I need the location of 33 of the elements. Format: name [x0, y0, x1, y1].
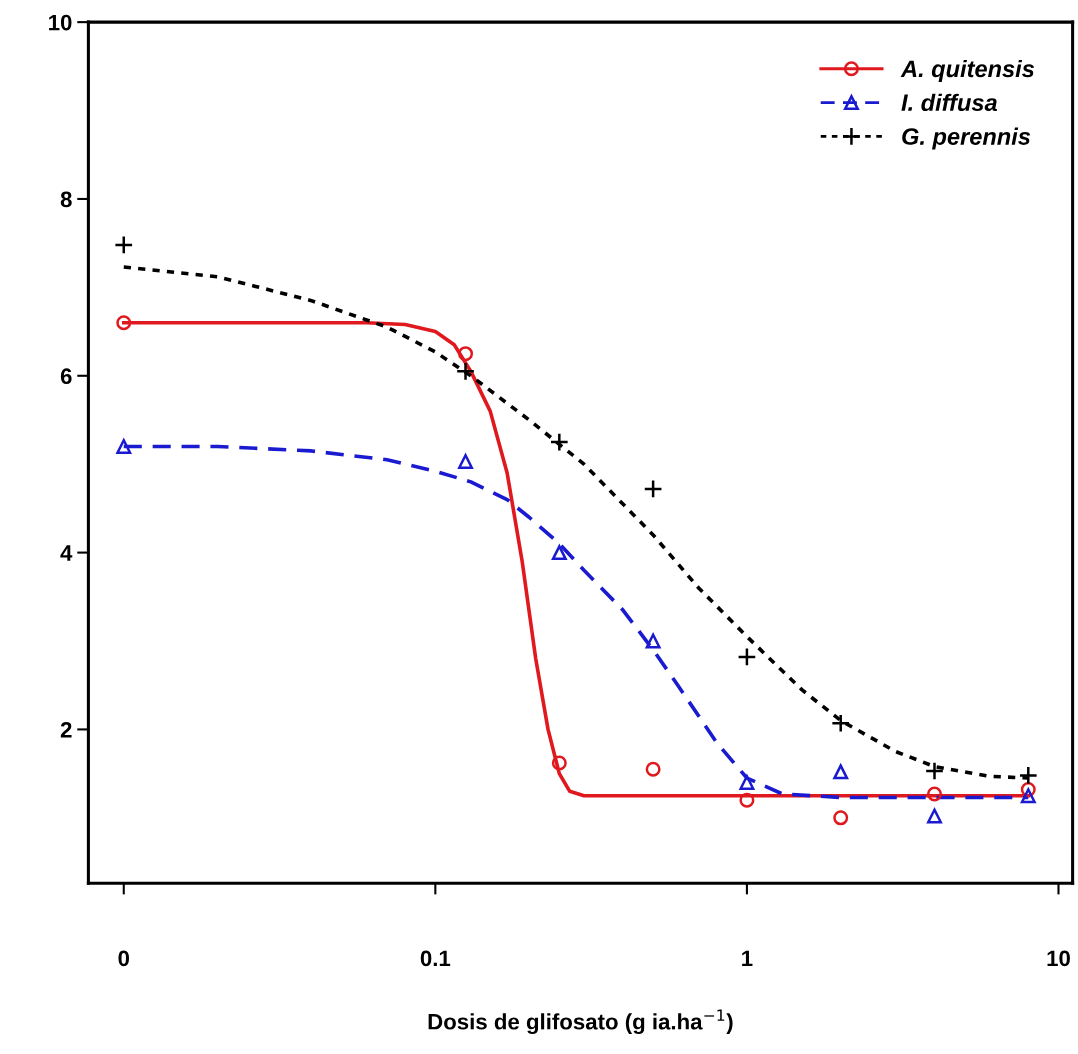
point: [833, 810, 849, 826]
y-tick-label: 10: [49, 14, 72, 31]
legend-label: A. quitensis: [900, 59, 1035, 82]
point: [831, 713, 851, 733]
legend-label: G. perennis: [902, 127, 1031, 150]
x-tick-label: 1: [742, 950, 753, 967]
point: [739, 774, 755, 790]
point: [551, 545, 567, 561]
y-tick-label: 6: [60, 368, 72, 385]
point: [551, 755, 567, 771]
y-tick-label: 8: [60, 191, 72, 208]
point: [737, 647, 757, 667]
x-tick-label: 10: [1047, 950, 1070, 967]
point: [739, 792, 755, 808]
point: [645, 761, 661, 777]
point: [927, 786, 942, 802]
point: [927, 808, 942, 824]
point: [645, 633, 661, 649]
point: [1020, 788, 1036, 804]
legend-label: I. diffusa: [901, 93, 997, 112]
point: [924, 761, 945, 781]
x-tick-label: 0.1: [420, 950, 451, 967]
point: [1018, 765, 1038, 785]
y-tick-label: 4: [60, 545, 73, 561]
point: [458, 454, 474, 470]
point: [549, 432, 569, 452]
point: [458, 346, 474, 362]
point: [643, 479, 663, 499]
x-axis-title: Dosis de glifosato (g ia.ha$^{−1}$): [428, 1009, 733, 1035]
point: [833, 764, 849, 780]
point: [455, 361, 476, 381]
y-tick-label: 2: [60, 721, 72, 738]
x-tick-label: 0: [118, 950, 130, 967]
